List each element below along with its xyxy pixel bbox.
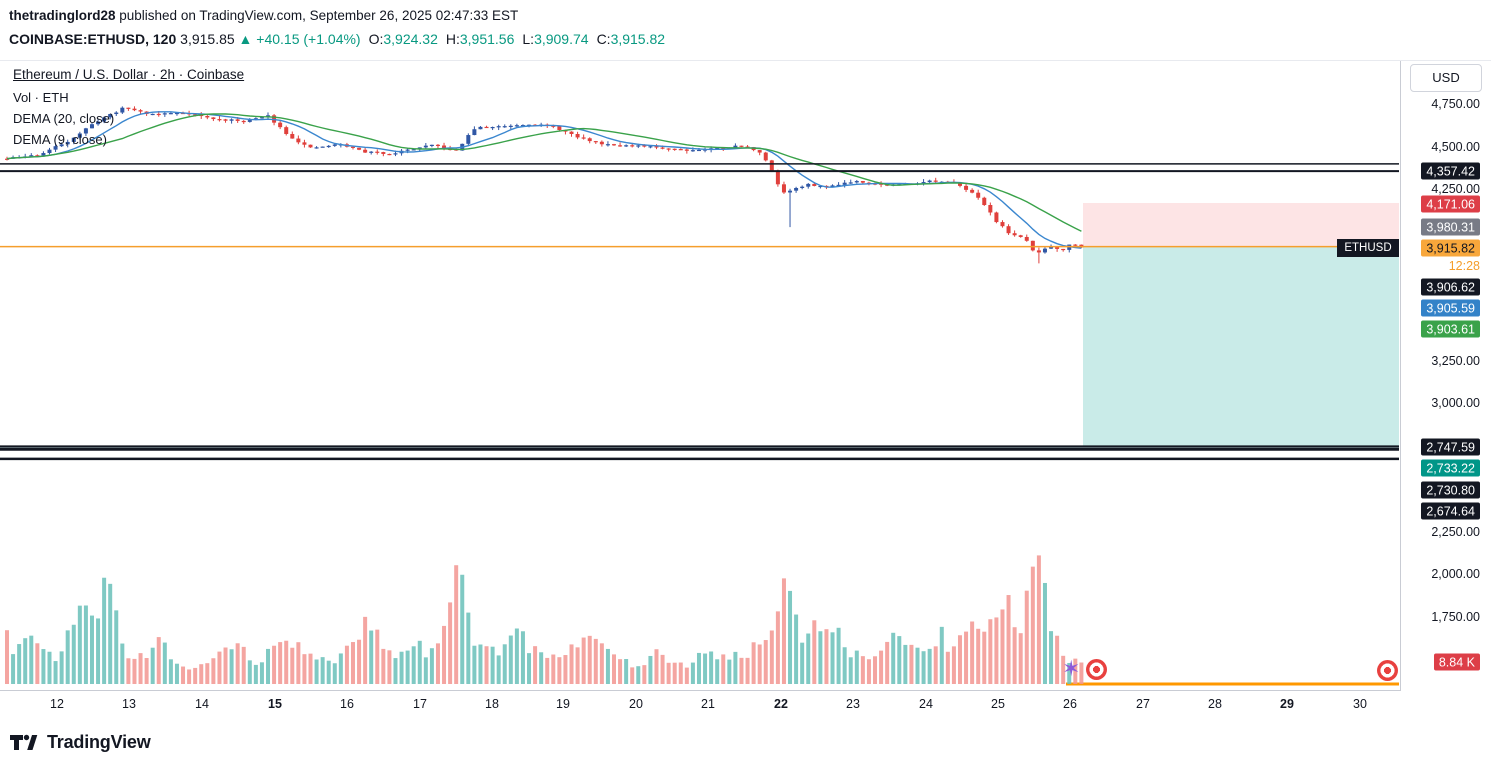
chart-title-link[interactable]: Ethereum / U.S. Dollar · 2h · Coinbase: [13, 67, 245, 82]
legend-row: DEMA (9, close): [13, 132, 107, 147]
last-price: 3,915.85: [180, 31, 235, 47]
price-badge: 3,915.82: [1421, 239, 1480, 257]
price-badge: 3,980.31: [1421, 218, 1480, 236]
time-axis-label: 26: [1063, 697, 1077, 711]
ohlc-label: O:: [368, 31, 384, 47]
price-badge: 2,674.64: [1421, 502, 1480, 520]
price-badge: 2,747.59: [1421, 438, 1480, 456]
price-badge: 3,903.61: [1421, 320, 1480, 338]
currency-button[interactable]: USD: [1410, 64, 1482, 92]
time-axis-label: 29: [1280, 697, 1294, 711]
price-badge: 3,906.62: [1421, 278, 1480, 296]
chart-area: Ethereum / U.S. Dollar · 2h · Coinbase V…: [0, 60, 1491, 691]
time-axis-label: 18: [485, 697, 499, 711]
legend-row: DEMA (20, close): [13, 111, 115, 126]
time-axis-label: 20: [629, 697, 643, 711]
star-sticker-icon[interactable]: ✶: [1062, 656, 1081, 681]
byline: thetradinglord28 published on TradingVie…: [9, 8, 518, 23]
time-axis-label: 27: [1136, 697, 1150, 711]
time-axis-label: 22: [774, 697, 788, 711]
ohlc-value: 3,924.32: [383, 31, 438, 47]
footer: TradingView: [10, 732, 151, 753]
symbol-interval: COINBASE:ETHUSD, 120: [9, 31, 177, 47]
price-scale-label: 4,250.00: [1431, 182, 1480, 196]
ohlc-values: O:3,924.32 H:3,951.56 L:3,909.74 C:3,915.82: [361, 31, 665, 47]
chart-legend: Ethereum / U.S. Dollar · 2h · Coinbase V…: [13, 67, 244, 150]
up-arrow-icon: ▲: [238, 31, 253, 47]
ohlc-value: 3,915.82: [610, 31, 666, 47]
target-sticker-icon[interactable]: [1377, 660, 1398, 681]
time-axis-label: 17: [413, 697, 427, 711]
time-axis-label: 28: [1208, 697, 1222, 711]
time-axis-label: 24: [919, 697, 933, 711]
price-badge: 2,730.80: [1421, 481, 1480, 499]
indicator-legend: Vol · ETH DEMA (20, close) DEMA (9, close): [13, 87, 244, 150]
brand-name[interactable]: TradingView: [47, 732, 151, 752]
time-axis-label: 12: [50, 697, 64, 711]
time-axis-label: 25: [991, 697, 1005, 711]
candlestick-chart[interactable]: [0, 61, 1399, 691]
price-scale[interactable]: USD 4,750.00 4,500.00 4,357.42 4,250.00 4,17…: [1400, 61, 1491, 691]
time-axis-label: 30: [1353, 697, 1367, 711]
ohlc-value: 3,909.74: [534, 31, 589, 47]
author-name[interactable]: thetradinglord28: [9, 8, 116, 23]
ohlc-label: C:: [596, 31, 611, 47]
price-scale-label: 1,750.00: [1431, 610, 1480, 624]
price-scale-label: 4,500.00: [1431, 140, 1480, 154]
time-scale[interactable]: 12 13 14 15 16 17 18 19 20 21 22 23 24 25 26 27 28 29 30: [0, 690, 1491, 721]
target-sticker-icon[interactable]: [1086, 659, 1107, 680]
ohlc-label: H:: [445, 31, 460, 47]
price-badge: 4,171.06: [1421, 195, 1480, 213]
price-badge: 4,357.42: [1421, 162, 1480, 180]
price-scale-label: 3,250.00: [1431, 354, 1480, 368]
time-axis-label: 21: [701, 697, 715, 711]
price-badge: 3,905.59: [1421, 299, 1480, 317]
price-change: ▲ +40.15 (+1.04%): [238, 31, 361, 47]
time-axis-label: 16: [340, 697, 354, 711]
symbol-price-line-tag: ETHUSD: [1337, 239, 1399, 257]
price-badge: 8.84 K: [1433, 653, 1480, 671]
price-scale-label: 2,250.00: [1431, 525, 1480, 539]
time-axis-label: 15: [268, 697, 282, 711]
time-axis-label: 19: [556, 697, 570, 711]
bar-countdown: 12:28: [1448, 259, 1480, 273]
ohlc-label: L:: [522, 31, 535, 47]
time-axis-label: 23: [846, 697, 860, 711]
tradingview-logo-icon[interactable]: [10, 732, 40, 753]
symbol-line: COINBASE:ETHUSD, 120 3,915.85 ▲ +40.15 (…: [9, 31, 665, 47]
byline-text: published on TradingView.com, September …: [115, 8, 519, 23]
time-axis-label: 13: [122, 697, 136, 711]
time-axis-label: 14: [195, 697, 209, 711]
price-scale-label: 4,750.00: [1431, 97, 1480, 111]
price-scale-label: 3,000.00: [1431, 396, 1480, 410]
price-badge: 2,733.22: [1421, 459, 1480, 477]
price-scale-label: 2,000.00: [1431, 567, 1480, 581]
legend-row: Vol · ETH: [13, 90, 69, 105]
ohlc-value: 3,951.56: [459, 31, 515, 47]
snapshot-header: thetradinglord28 published on TradingVie…: [0, 0, 1491, 60]
